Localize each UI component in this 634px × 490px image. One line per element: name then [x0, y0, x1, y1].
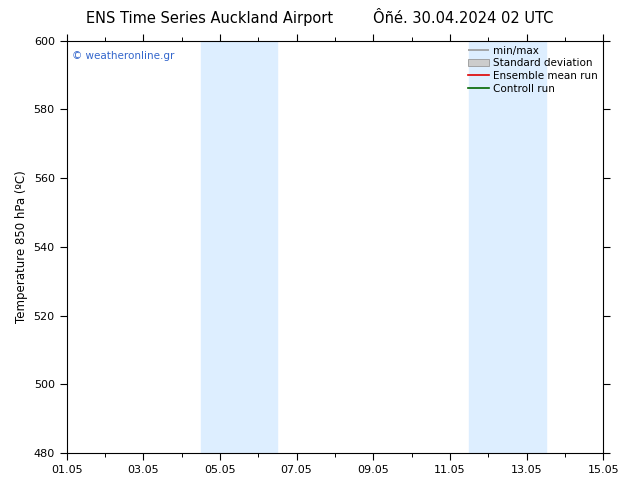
- Bar: [469, 41, 546, 453]
- Bar: [201, 41, 278, 453]
- Text: © weatheronline.gr: © weatheronline.gr: [72, 51, 174, 61]
- Text: ENS Time Series Auckland Airport: ENS Time Series Auckland Airport: [86, 11, 333, 26]
- Text: Ôñé. 30.04.2024 02 UTC: Ôñé. 30.04.2024 02 UTC: [373, 11, 553, 26]
- Legend: min/max, Standard deviation, Ensemble mean run, Controll run: min/max, Standard deviation, Ensemble me…: [466, 44, 600, 96]
- Y-axis label: Temperature 850 hPa (ºC): Temperature 850 hPa (ºC): [15, 171, 28, 323]
